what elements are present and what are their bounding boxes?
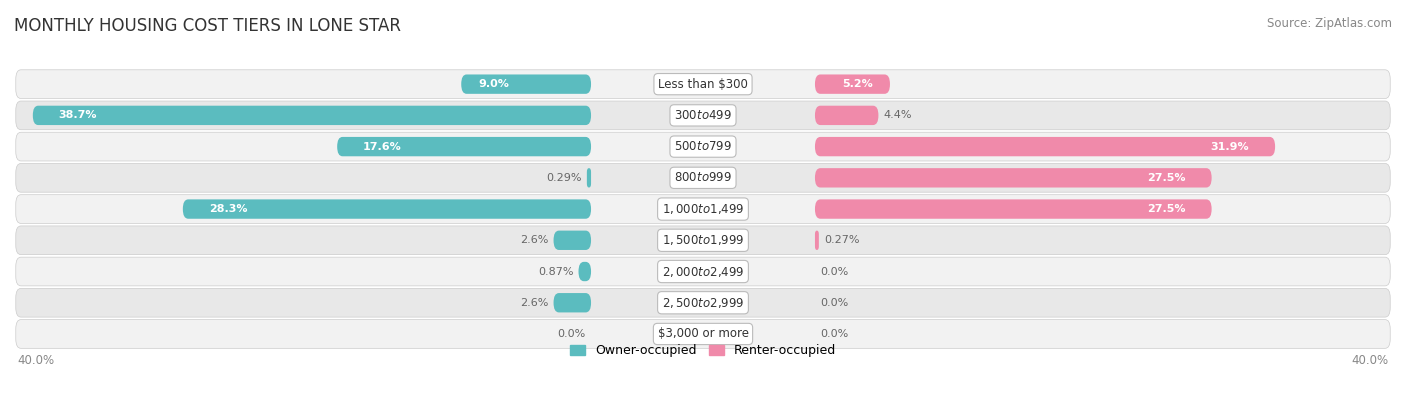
FancyBboxPatch shape xyxy=(15,195,1391,223)
FancyBboxPatch shape xyxy=(815,106,879,125)
Text: $1,000 to $1,499: $1,000 to $1,499 xyxy=(662,202,744,216)
Legend: Owner-occupied, Renter-occupied: Owner-occupied, Renter-occupied xyxy=(565,339,841,362)
FancyBboxPatch shape xyxy=(15,164,1391,192)
FancyBboxPatch shape xyxy=(15,320,1391,348)
FancyBboxPatch shape xyxy=(461,74,591,94)
FancyBboxPatch shape xyxy=(815,168,1212,188)
Text: Less than $300: Less than $300 xyxy=(658,78,748,90)
Text: 0.0%: 0.0% xyxy=(820,266,848,276)
FancyBboxPatch shape xyxy=(586,168,591,188)
Text: $2,000 to $2,499: $2,000 to $2,499 xyxy=(662,264,744,278)
Text: $800 to $999: $800 to $999 xyxy=(673,171,733,184)
Text: 0.27%: 0.27% xyxy=(824,235,859,245)
Text: 17.6%: 17.6% xyxy=(363,142,402,151)
FancyBboxPatch shape xyxy=(15,257,1391,286)
FancyBboxPatch shape xyxy=(554,293,591,312)
Text: 0.87%: 0.87% xyxy=(538,266,574,276)
Text: 5.2%: 5.2% xyxy=(842,79,873,89)
FancyBboxPatch shape xyxy=(15,132,1391,161)
FancyBboxPatch shape xyxy=(15,226,1391,255)
Text: 9.0%: 9.0% xyxy=(478,79,509,89)
Text: 0.29%: 0.29% xyxy=(546,173,582,183)
Text: 0.0%: 0.0% xyxy=(820,298,848,308)
Text: $3,000 or more: $3,000 or more xyxy=(658,327,748,340)
Text: 0.0%: 0.0% xyxy=(820,329,848,339)
Text: 38.7%: 38.7% xyxy=(59,110,97,120)
FancyBboxPatch shape xyxy=(15,288,1391,317)
FancyBboxPatch shape xyxy=(32,106,591,125)
FancyBboxPatch shape xyxy=(815,137,1275,156)
Text: 27.5%: 27.5% xyxy=(1147,173,1185,183)
Text: 40.0%: 40.0% xyxy=(17,354,55,367)
Text: $1,500 to $1,999: $1,500 to $1,999 xyxy=(662,233,744,247)
Text: 40.0%: 40.0% xyxy=(1351,354,1389,367)
FancyBboxPatch shape xyxy=(815,199,1212,219)
FancyBboxPatch shape xyxy=(337,137,591,156)
Text: MONTHLY HOUSING COST TIERS IN LONE STAR: MONTHLY HOUSING COST TIERS IN LONE STAR xyxy=(14,17,401,34)
Text: Source: ZipAtlas.com: Source: ZipAtlas.com xyxy=(1267,17,1392,29)
FancyBboxPatch shape xyxy=(554,231,591,250)
Text: $2,500 to $2,999: $2,500 to $2,999 xyxy=(662,296,744,310)
FancyBboxPatch shape xyxy=(183,199,591,219)
Text: 4.4%: 4.4% xyxy=(883,110,912,120)
FancyBboxPatch shape xyxy=(15,70,1391,98)
Text: 2.6%: 2.6% xyxy=(520,298,548,308)
FancyBboxPatch shape xyxy=(15,101,1391,130)
Text: $300 to $499: $300 to $499 xyxy=(673,109,733,122)
Text: 0.0%: 0.0% xyxy=(558,329,586,339)
FancyBboxPatch shape xyxy=(815,74,890,94)
Text: 28.3%: 28.3% xyxy=(208,204,247,214)
FancyBboxPatch shape xyxy=(578,262,591,281)
Text: 27.5%: 27.5% xyxy=(1147,204,1185,214)
FancyBboxPatch shape xyxy=(815,231,818,250)
Text: $500 to $799: $500 to $799 xyxy=(673,140,733,153)
Text: 31.9%: 31.9% xyxy=(1211,142,1250,151)
Text: 2.6%: 2.6% xyxy=(520,235,548,245)
